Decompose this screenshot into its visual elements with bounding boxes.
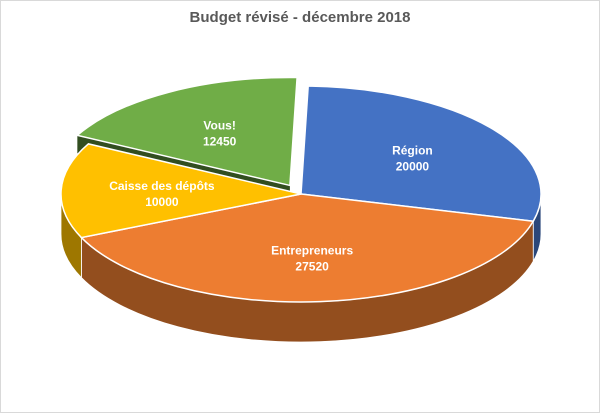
- slice-region: [300, 85, 542, 223]
- slice-label-region: Région: [392, 143, 433, 157]
- slice-entrepreneurs: [79, 193, 535, 303]
- slice-value-caisse-des-depots: 10000: [145, 195, 179, 209]
- slice-vous: [75, 76, 298, 187]
- slice-label-vous: Vous!: [203, 118, 235, 132]
- slice-caisse-des-depots: [60, 143, 302, 239]
- slice-value-vous: 12450: [203, 134, 237, 148]
- pie-labels: Région 20000 Entrepreneurs 27520 Caisse des …: [109, 118, 433, 273]
- chart-title: Budget révisé - décembre 2018: [189, 9, 411, 26]
- slice-label-caisse-des-depots: Caisse des dépôts: [109, 179, 215, 193]
- slice-value-region: 20000: [396, 159, 430, 173]
- slice-value-entrepreneurs: 27520: [295, 259, 329, 273]
- pie-tops: [60, 76, 542, 303]
- slice-label-entrepreneurs: Entrepreneurs: [271, 243, 353, 257]
